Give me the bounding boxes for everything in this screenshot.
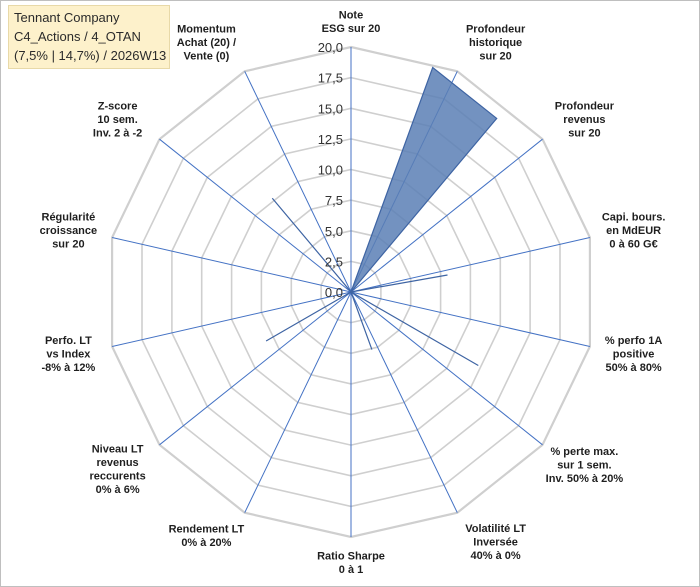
axis-label: sur 20 xyxy=(52,239,84,251)
radar-series xyxy=(265,66,498,367)
axis-label: en MdEUR xyxy=(606,225,661,237)
axis-label: sur 1 sem. xyxy=(557,460,611,472)
axis-label: historique xyxy=(469,37,522,49)
tick-label: 2,5 xyxy=(325,254,343,269)
title-line-category: C4_Actions / 4_OTAN xyxy=(14,29,141,44)
axis-label-group: Z-score 10 sem.Inv. 2 à -2 xyxy=(93,100,142,139)
axis-label: Z-score xyxy=(98,100,138,112)
axis-label: sur 20 xyxy=(568,127,600,139)
axis-label: Régularité xyxy=(42,212,96,224)
axis-label: Profondeur xyxy=(555,100,615,112)
axis-label: 0 à 1 xyxy=(339,564,363,576)
tick-label: 7,5 xyxy=(325,193,343,208)
axis-label: revenus xyxy=(96,457,138,469)
tick-label: 12,5 xyxy=(318,132,343,147)
axis-label: Inversée xyxy=(473,537,518,549)
axis-label: Momentum xyxy=(177,24,236,36)
radar-spoke xyxy=(350,291,591,347)
axis-label: Note xyxy=(339,10,363,22)
axis-label: % perte max. xyxy=(550,446,618,458)
tick-label: 20,0 xyxy=(318,40,343,55)
axis-label: Inv. 50% à 20% xyxy=(546,473,624,485)
axis-label: vs Index xyxy=(46,348,91,360)
axis-label: sur 20 xyxy=(479,51,511,63)
axis-label: 50% à 80% xyxy=(605,362,661,374)
axis-label: croissance xyxy=(40,225,97,237)
radar-spoke xyxy=(244,291,352,513)
chart-title-box: Tennant Company C4_Actions / 4_OTAN (7,5… xyxy=(8,5,170,69)
tick-label: 17,5 xyxy=(318,71,343,86)
axis-label: Niveau LT xyxy=(92,444,144,456)
tick-label: 15,0 xyxy=(318,101,343,116)
axis-label: Profondeur xyxy=(466,24,526,36)
axis-label: Ratio Sharpe xyxy=(317,551,385,563)
axis-label-group: Rendement LT0% à 20% xyxy=(169,524,245,550)
axis-label: Inv. 2 à -2 xyxy=(93,127,142,139)
axis-label-group: % perte max. sur 1 sem.Inv. 50% à 20% xyxy=(546,446,624,485)
axis-label-group: Capi. bours.en MdEUR 0 à 60 G€ xyxy=(602,212,666,251)
radar-spoke xyxy=(111,291,352,347)
series-area xyxy=(265,66,498,367)
axis-label: 0% à 6% xyxy=(96,484,140,496)
radar-spoke xyxy=(159,138,352,293)
axis-label: -8% à 12% xyxy=(41,362,95,374)
axis-label: Volatilité LT xyxy=(465,523,526,535)
axis-label: 0 à 60 G€ xyxy=(609,239,657,251)
axis-label: positive xyxy=(613,348,655,360)
axis-label: reccurents xyxy=(89,471,145,483)
radar-spoke xyxy=(350,138,543,293)
axis-label: Perfo. LT xyxy=(45,335,92,347)
axis-label: 10 sem. xyxy=(97,114,137,126)
radar-spoke xyxy=(350,291,458,513)
axis-label: ESG sur 20 xyxy=(322,23,381,35)
axis-label: revenus xyxy=(563,114,605,126)
radar-spoke xyxy=(111,237,352,293)
title-line-range: (7,5% | 14,7%) / 2026W13 xyxy=(14,48,167,63)
axis-label: % perfo 1A xyxy=(605,335,663,347)
axis-label: 40% à 0% xyxy=(471,550,521,562)
tick-label: 10,0 xyxy=(318,163,343,178)
radar-spoke xyxy=(159,291,352,446)
radar-spoke xyxy=(350,291,543,446)
radar-spoke xyxy=(350,237,591,293)
axis-label: Achat (20) / xyxy=(177,37,236,49)
radar-spoke xyxy=(244,71,352,293)
title-line-company: Tennant Company xyxy=(14,10,120,25)
radar-tick-labels: 0,0 2,5 5,0 7,5 10,0 12,5 15,0 17,5 20,0 xyxy=(318,40,343,300)
axis-label: Capi. bours. xyxy=(602,212,666,224)
axis-label: 0% à 20% xyxy=(181,537,231,549)
tick-label: 5,0 xyxy=(325,224,343,239)
axis-label: Vente (0) xyxy=(183,51,229,63)
tick-label: 0,0 xyxy=(325,285,343,300)
axis-label: Rendement LT xyxy=(169,524,245,536)
